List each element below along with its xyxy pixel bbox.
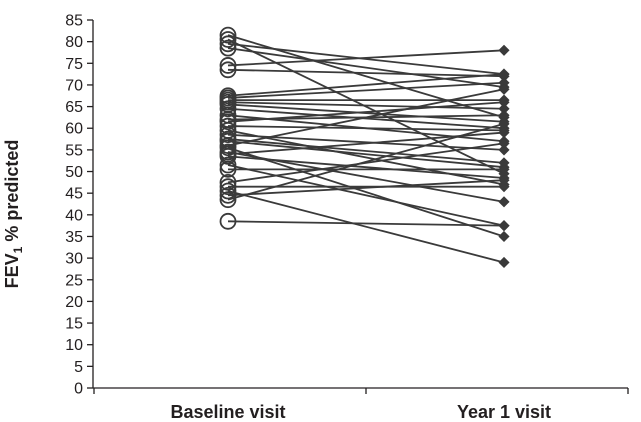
year1-point-22 xyxy=(498,196,510,208)
series-line-19 xyxy=(227,140,505,169)
series-line-14 xyxy=(227,101,505,123)
y-axis-title: FEV1 % predicted xyxy=(2,140,25,289)
year1-point-4 xyxy=(498,44,510,56)
year1-point-21 xyxy=(498,230,510,243)
y-tick-label-65: 65 xyxy=(65,99,83,116)
series-line-15 xyxy=(227,125,505,132)
series-line-24 xyxy=(227,155,505,179)
year1-point-26 xyxy=(498,163,510,175)
baseline-point-14 xyxy=(219,113,237,131)
x-category-label-baseline: Baseline visit xyxy=(170,402,285,422)
baseline-point-32 xyxy=(219,212,237,230)
baseline-point-11 xyxy=(219,100,237,118)
y-axis-title-rest: % predicted xyxy=(2,140,22,247)
series-markers xyxy=(219,26,510,269)
year1-point-29 xyxy=(498,256,510,269)
y-tick-label-5: 5 xyxy=(74,359,83,376)
y-tick-label-55: 55 xyxy=(65,142,83,159)
baseline-point-5 xyxy=(219,61,237,79)
year1-point-23 xyxy=(498,126,510,139)
series-line-20 xyxy=(227,88,505,147)
y-tick-label-60: 60 xyxy=(65,121,83,138)
y-tick-label-20: 20 xyxy=(65,294,83,311)
baseline-point-2 xyxy=(219,35,237,53)
series-lines xyxy=(227,34,505,264)
baseline-point-31 xyxy=(219,191,237,209)
y-axis-title-subscript: 1 xyxy=(11,246,25,253)
year1-point-28 xyxy=(498,181,510,193)
baseline-point-29 xyxy=(219,182,237,200)
baseline-point-28 xyxy=(219,178,237,196)
y-axis: 0 5 10 15 20 25 30 35 40 45 50 55 60 65 70 75 80 85 xyxy=(65,13,94,398)
series-line-4 xyxy=(227,49,505,67)
series-line-1 xyxy=(227,38,505,175)
baseline-point-1 xyxy=(219,31,237,48)
baseline-point-24 xyxy=(219,147,237,165)
y-tick-label-30: 30 xyxy=(65,251,83,268)
series-line-27 xyxy=(227,142,505,184)
baseline-point-27 xyxy=(219,173,237,191)
y-tick-label-75: 75 xyxy=(65,56,83,73)
series-line-29 xyxy=(227,190,505,264)
series-line-11 xyxy=(227,107,505,130)
y-tick-label-0: 0 xyxy=(74,381,83,398)
year1-point-27 xyxy=(498,137,510,149)
y-tick-label-45: 45 xyxy=(65,186,83,203)
series-line-16 xyxy=(227,129,505,186)
series-line-2 xyxy=(227,42,505,76)
y-tick-label-50: 50 xyxy=(65,164,83,181)
baseline-point-21 xyxy=(219,139,237,157)
series-line-18 xyxy=(227,138,505,164)
series-line-6 xyxy=(227,73,505,97)
baseline-point-26 xyxy=(219,160,237,178)
y-tick-label-15: 15 xyxy=(65,316,83,333)
x-axis xyxy=(93,387,629,394)
year1-point-17 xyxy=(498,144,510,156)
y-tick-label-85: 85 xyxy=(65,13,83,30)
series-line-3 xyxy=(227,47,505,88)
y-axis-title-main: FEV xyxy=(2,253,22,288)
y-tick-label-10: 10 xyxy=(65,337,83,354)
series-line-7 xyxy=(227,81,505,99)
y-tick-label-70: 70 xyxy=(65,77,83,94)
y-tick-label-35: 35 xyxy=(65,229,83,246)
x-category-label-year1: Year 1 visit xyxy=(457,402,551,422)
axis-labels: Baseline visit Year 1 visit FEV1 % predi… xyxy=(2,140,551,422)
baseline-point-3 xyxy=(219,39,237,57)
y-tick-label-80: 80 xyxy=(65,34,83,51)
series-line-21 xyxy=(227,146,505,238)
year1-point-20 xyxy=(498,83,510,95)
baseline-point-17 xyxy=(219,126,237,144)
year1-point-31 xyxy=(498,118,510,130)
year1-point-14 xyxy=(498,96,510,108)
baseline-point-4 xyxy=(219,57,237,74)
series-line-9 xyxy=(227,101,505,110)
series-line-17 xyxy=(227,133,505,151)
series-line-31 xyxy=(227,123,505,201)
y-tick-label-25: 25 xyxy=(65,272,83,289)
baseline-point-30 xyxy=(219,186,237,204)
series-line-30 xyxy=(227,179,505,197)
baseline-point-0 xyxy=(219,26,237,44)
year1-point-30 xyxy=(498,174,510,186)
year1-point-32 xyxy=(498,220,510,232)
series-line-5 xyxy=(227,68,505,78)
y-tick-label-40: 40 xyxy=(65,207,83,224)
series-line-32 xyxy=(227,220,505,227)
baseline-point-25 xyxy=(219,156,237,174)
series-line-10 xyxy=(227,103,505,123)
